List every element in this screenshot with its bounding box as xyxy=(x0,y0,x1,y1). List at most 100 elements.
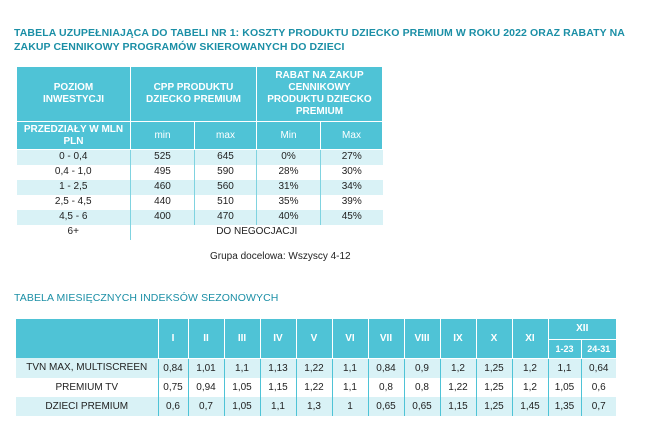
index-cell: 1,22 xyxy=(296,358,333,378)
index-cell: 1,2 xyxy=(440,358,477,378)
index-cell: 1,25 xyxy=(476,396,513,416)
month-header: I xyxy=(158,319,189,359)
target-group-note: Grupa docelowa: Wszyscy 4-12 xyxy=(210,251,351,262)
cpp-min-cell: 495 xyxy=(130,164,195,180)
table-row: 1 - 2,5 460 560 31% 34% xyxy=(16,179,383,195)
header-ranges: PRZEDZIAŁY W MLN PLN xyxy=(16,121,131,150)
month-header: V xyxy=(296,319,333,359)
disc-max-cell: 34% xyxy=(320,179,383,195)
index-cell: 1,1 xyxy=(548,358,582,378)
header-discount: RABAT NA ZAKUP CENNIKOWY PRODUKTU DZIECK… xyxy=(256,66,383,122)
index-cell: 0,8 xyxy=(404,377,441,397)
december-sub-header: 24-31 xyxy=(581,339,616,359)
cpp-max-cell: 560 xyxy=(194,179,257,195)
table-row: DZIECI PREMIUM 0,6 0,7 1,05 1,1 1,3 1 0,… xyxy=(16,396,616,416)
index-cell: 0,84 xyxy=(158,358,189,378)
table-row: 6+ DO NEGOCJACJI xyxy=(16,224,383,240)
table-row: 0 - 0,4 525 645 0% 27% xyxy=(16,149,383,165)
cpp-max-cell: 470 xyxy=(194,209,257,225)
index-cell: 0,64 xyxy=(581,358,616,378)
header-disc-min: Min xyxy=(256,121,321,150)
negotiation-cell: DO NEGOCJACJI xyxy=(216,226,298,237)
index-cell: 1,1 xyxy=(332,377,369,397)
range-cell: 0 - 0,4 xyxy=(16,149,131,165)
index-cell: 1,05 xyxy=(548,377,582,397)
month-header: II xyxy=(188,319,225,359)
index-cell: 1,15 xyxy=(440,396,477,416)
disc-min-cell: 28% xyxy=(256,164,321,180)
header-corner xyxy=(16,319,159,358)
header-investment-level: POZIOM INWESTYCJI xyxy=(16,66,131,122)
disc-max-cell: 39% xyxy=(341,196,362,207)
cpp-min-cell: 460 xyxy=(130,179,195,195)
disc-max-cell: 30% xyxy=(341,166,362,177)
index-cell: 1,05 xyxy=(224,396,261,416)
range-cell: 4,5 - 6 xyxy=(16,209,131,225)
index-cell: 1,3 xyxy=(296,396,333,416)
index-cell: 0,75 xyxy=(158,377,189,397)
index-cell: 1,1 xyxy=(224,358,261,378)
table-row: 0,4 - 1,0 495 590 28% 30% xyxy=(16,164,383,180)
disc-min-cell: 31% xyxy=(256,179,321,195)
cpp-max-cell: 510 xyxy=(194,194,257,210)
header-cpp-max: max xyxy=(194,121,257,150)
header-cpp-min: min xyxy=(130,121,195,150)
table-row: 2,5 - 4,5 440 510 35% 39% xyxy=(16,194,383,210)
index-cell: 1,45 xyxy=(512,396,549,416)
index-cell: 0,6 xyxy=(591,381,606,393)
month-header: IX xyxy=(440,319,477,359)
index-cell: 0,8 xyxy=(368,377,405,397)
table2-title: TABELA MIESIĘCZNYCH INDEKSÓW SEZONOWYCH xyxy=(14,292,279,304)
index-cell: 1,05 xyxy=(224,377,261,397)
disc-max-cell: 27% xyxy=(320,149,383,165)
month-header: X xyxy=(476,319,513,359)
index-cell: 0,9 xyxy=(404,358,441,378)
index-cell: 1,15 xyxy=(260,377,297,397)
month-header: VII xyxy=(368,319,405,359)
december-header: XII xyxy=(548,319,616,340)
cpp-max-cell: 645 xyxy=(194,149,257,165)
range-cell: 2,5 - 4,5 xyxy=(16,194,131,210)
index-cell: 0,6 xyxy=(158,396,189,416)
index-cell: 1,25 xyxy=(476,377,513,397)
row-label: TVN MAX, MULTISCREEN xyxy=(16,358,159,378)
cpp-min-cell: 440 xyxy=(130,194,195,210)
index-cell: 0,84 xyxy=(368,358,405,378)
range-cell: 6+ xyxy=(16,224,131,240)
disc-min-cell: 35% xyxy=(256,194,321,210)
month-header: IV xyxy=(260,319,297,359)
row-label: DZIECI PREMIUM xyxy=(16,396,159,416)
index-cell: 1,22 xyxy=(296,377,333,397)
cost-discount-table: POZIOM INWESTYCJI CPP PRODUKTU DZIECKO P… xyxy=(16,66,383,240)
month-header: XI xyxy=(512,319,549,359)
index-cell: 1,13 xyxy=(260,358,297,378)
index-cell: 0,65 xyxy=(368,396,405,416)
index-cell: 0,7 xyxy=(188,396,225,416)
range-cell: 0,4 - 1,0 xyxy=(16,164,131,180)
table-row: PREMIUM TV 0,75 0,94 1,05 1,15 1,22 1,1 … xyxy=(16,377,616,397)
index-cell: 0,94 xyxy=(188,377,225,397)
month-header: III xyxy=(224,319,261,359)
index-cell: 1,01 xyxy=(188,358,225,378)
range-cell: 1 - 2,5 xyxy=(16,179,131,195)
december-sub-header: 1-23 xyxy=(548,339,582,359)
disc-min-cell: 40% xyxy=(256,209,321,225)
index-cell: 1,1 xyxy=(260,396,297,416)
month-header: VI xyxy=(332,319,369,359)
table1-title: TABELA UZUPEŁNIAJĄCA DO TABELI NR 1: KOS… xyxy=(14,27,625,53)
cpp-min-cell: 525 xyxy=(130,149,195,165)
month-header: VIII xyxy=(404,319,441,359)
index-cell: 0,7 xyxy=(581,396,616,416)
index-cell: 1,25 xyxy=(476,358,513,378)
cpp-max-cell: 590 xyxy=(194,164,257,180)
header-cpp-product: CPP PRODUKTU DZIECKO PREMIUM xyxy=(130,66,257,122)
disc-min-cell: 0% xyxy=(256,149,321,165)
table-row: 4,5 - 6 400 470 40% 45% xyxy=(16,209,383,225)
cpp-min-cell: 400 xyxy=(130,209,195,225)
row-label: PREMIUM TV xyxy=(16,377,159,397)
index-cell: 1,1 xyxy=(332,358,369,378)
index-cell: 1,35 xyxy=(548,396,582,416)
index-cell: 1,22 xyxy=(440,377,477,397)
seasonal-index-table: I II III IV V VI VII VIII IX X XI XII 1-… xyxy=(16,319,616,416)
index-cell: 1,2 xyxy=(512,358,549,378)
